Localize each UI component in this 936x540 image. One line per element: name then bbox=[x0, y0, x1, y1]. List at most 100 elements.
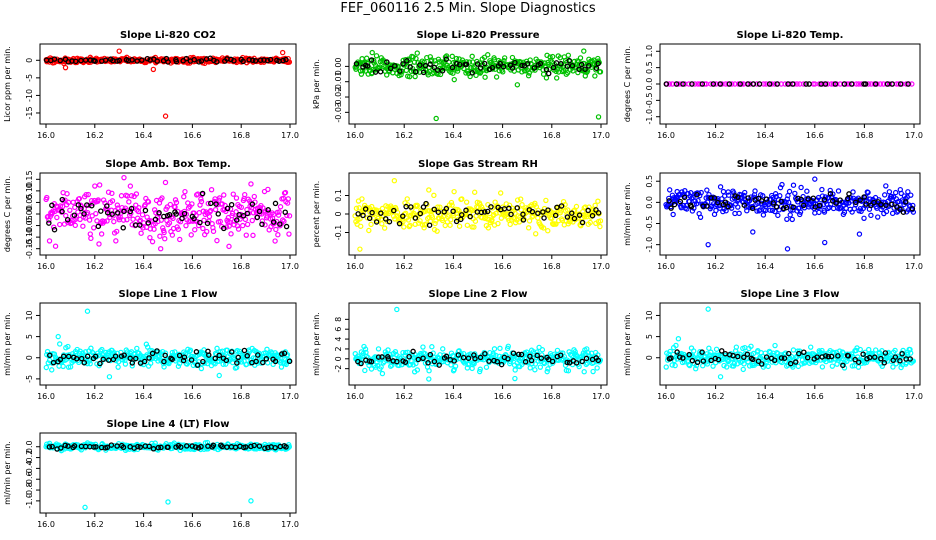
reference-point bbox=[60, 353, 67, 360]
data-point bbox=[577, 55, 584, 61]
data-point bbox=[205, 200, 211, 207]
data-point bbox=[907, 350, 914, 356]
reference-point bbox=[121, 208, 127, 215]
data-point bbox=[543, 75, 550, 81]
reference-point bbox=[900, 209, 907, 215]
reference-point bbox=[783, 204, 790, 211]
reference-point bbox=[415, 356, 422, 363]
data-point bbox=[465, 68, 471, 74]
data-point bbox=[690, 194, 696, 201]
reference-point bbox=[191, 57, 197, 63]
data-point bbox=[450, 59, 457, 66]
data-point bbox=[597, 69, 604, 75]
data-point bbox=[573, 203, 580, 210]
data-point bbox=[86, 217, 93, 223]
data-point bbox=[679, 189, 685, 195]
data-point bbox=[553, 221, 559, 227]
data-point bbox=[481, 54, 488, 60]
data-point bbox=[142, 202, 148, 208]
reference-point bbox=[439, 68, 446, 74]
plot-frame bbox=[348, 43, 608, 125]
data-point bbox=[535, 207, 541, 213]
data-point bbox=[286, 213, 293, 219]
data-points bbox=[43, 308, 293, 380]
reference-point bbox=[214, 59, 220, 65]
x-tick-label: 16.6 bbox=[806, 392, 824, 401]
data-point bbox=[201, 217, 207, 224]
x-tick-label: 17.0 bbox=[281, 520, 299, 529]
data-point bbox=[46, 238, 53, 244]
data-point bbox=[159, 195, 165, 201]
reference-point bbox=[450, 208, 456, 215]
data-point bbox=[275, 212, 282, 218]
reference-point bbox=[234, 360, 240, 366]
reference-point bbox=[463, 207, 469, 214]
data-point bbox=[76, 195, 83, 202]
data-point bbox=[753, 196, 759, 202]
data-point bbox=[204, 228, 210, 235]
data-point-outlier bbox=[750, 229, 756, 235]
reference-point bbox=[229, 349, 235, 355]
data-point bbox=[238, 204, 245, 210]
reference-point bbox=[240, 213, 247, 219]
data-point bbox=[459, 196, 465, 202]
data-point bbox=[732, 210, 738, 217]
data-point bbox=[775, 212, 781, 219]
reference-point bbox=[71, 212, 78, 218]
data-point-outlier bbox=[391, 177, 398, 184]
data-point bbox=[733, 344, 740, 350]
x-tick-label: 16.6 bbox=[494, 262, 512, 271]
reference-point bbox=[379, 354, 385, 360]
reference-point bbox=[699, 81, 706, 87]
data-point bbox=[770, 194, 776, 201]
reference-point bbox=[264, 57, 271, 64]
reference-point bbox=[410, 348, 416, 355]
data-point bbox=[886, 189, 893, 195]
reference-point bbox=[181, 354, 188, 360]
reference-point bbox=[822, 353, 829, 359]
reference-point bbox=[745, 81, 751, 87]
reference-point bbox=[206, 352, 212, 358]
reference-point bbox=[191, 215, 197, 222]
y-tick-label: -5 bbox=[25, 74, 34, 82]
x-tick-label: 16.6 bbox=[806, 262, 824, 271]
data-point bbox=[228, 231, 234, 237]
data-point bbox=[754, 81, 760, 87]
reference-point bbox=[529, 208, 536, 215]
y-tick-label: 0.05 bbox=[25, 194, 34, 212]
reference-point bbox=[212, 355, 219, 362]
y-tick-label: -15 bbox=[25, 106, 34, 119]
reference-point bbox=[46, 220, 52, 226]
reference-point bbox=[708, 357, 714, 364]
reference-point bbox=[91, 444, 97, 450]
reference-point bbox=[469, 70, 475, 76]
y-tick-label: 0.15 bbox=[25, 170, 34, 188]
data-point bbox=[667, 187, 673, 193]
data-point bbox=[768, 81, 775, 87]
x-tick-label: 16.4 bbox=[444, 131, 462, 140]
data-point bbox=[564, 70, 571, 76]
data-point-outlier bbox=[705, 241, 711, 248]
x-tick-label: 16.8 bbox=[232, 520, 250, 529]
data-point bbox=[114, 202, 121, 208]
data-point bbox=[740, 366, 746, 373]
reference-point bbox=[436, 362, 442, 368]
reference-point bbox=[549, 358, 556, 365]
data-point bbox=[728, 202, 734, 209]
reference-point bbox=[905, 81, 911, 87]
reference-point bbox=[711, 195, 718, 201]
reference-point bbox=[137, 222, 143, 228]
data-point-outlier bbox=[248, 498, 254, 504]
data-point bbox=[670, 211, 676, 218]
x-tick-label: 16.8 bbox=[232, 131, 250, 140]
data-point bbox=[706, 345, 712, 351]
data-point-outlier bbox=[106, 374, 113, 380]
reference-point bbox=[715, 199, 721, 206]
data-point bbox=[821, 209, 828, 215]
x-tick-label: 16.4 bbox=[756, 262, 774, 271]
data-point-outlier bbox=[514, 82, 521, 88]
reference-point bbox=[755, 358, 762, 364]
reference-point bbox=[208, 200, 214, 207]
reference-point bbox=[420, 69, 427, 76]
data-point bbox=[183, 222, 189, 229]
